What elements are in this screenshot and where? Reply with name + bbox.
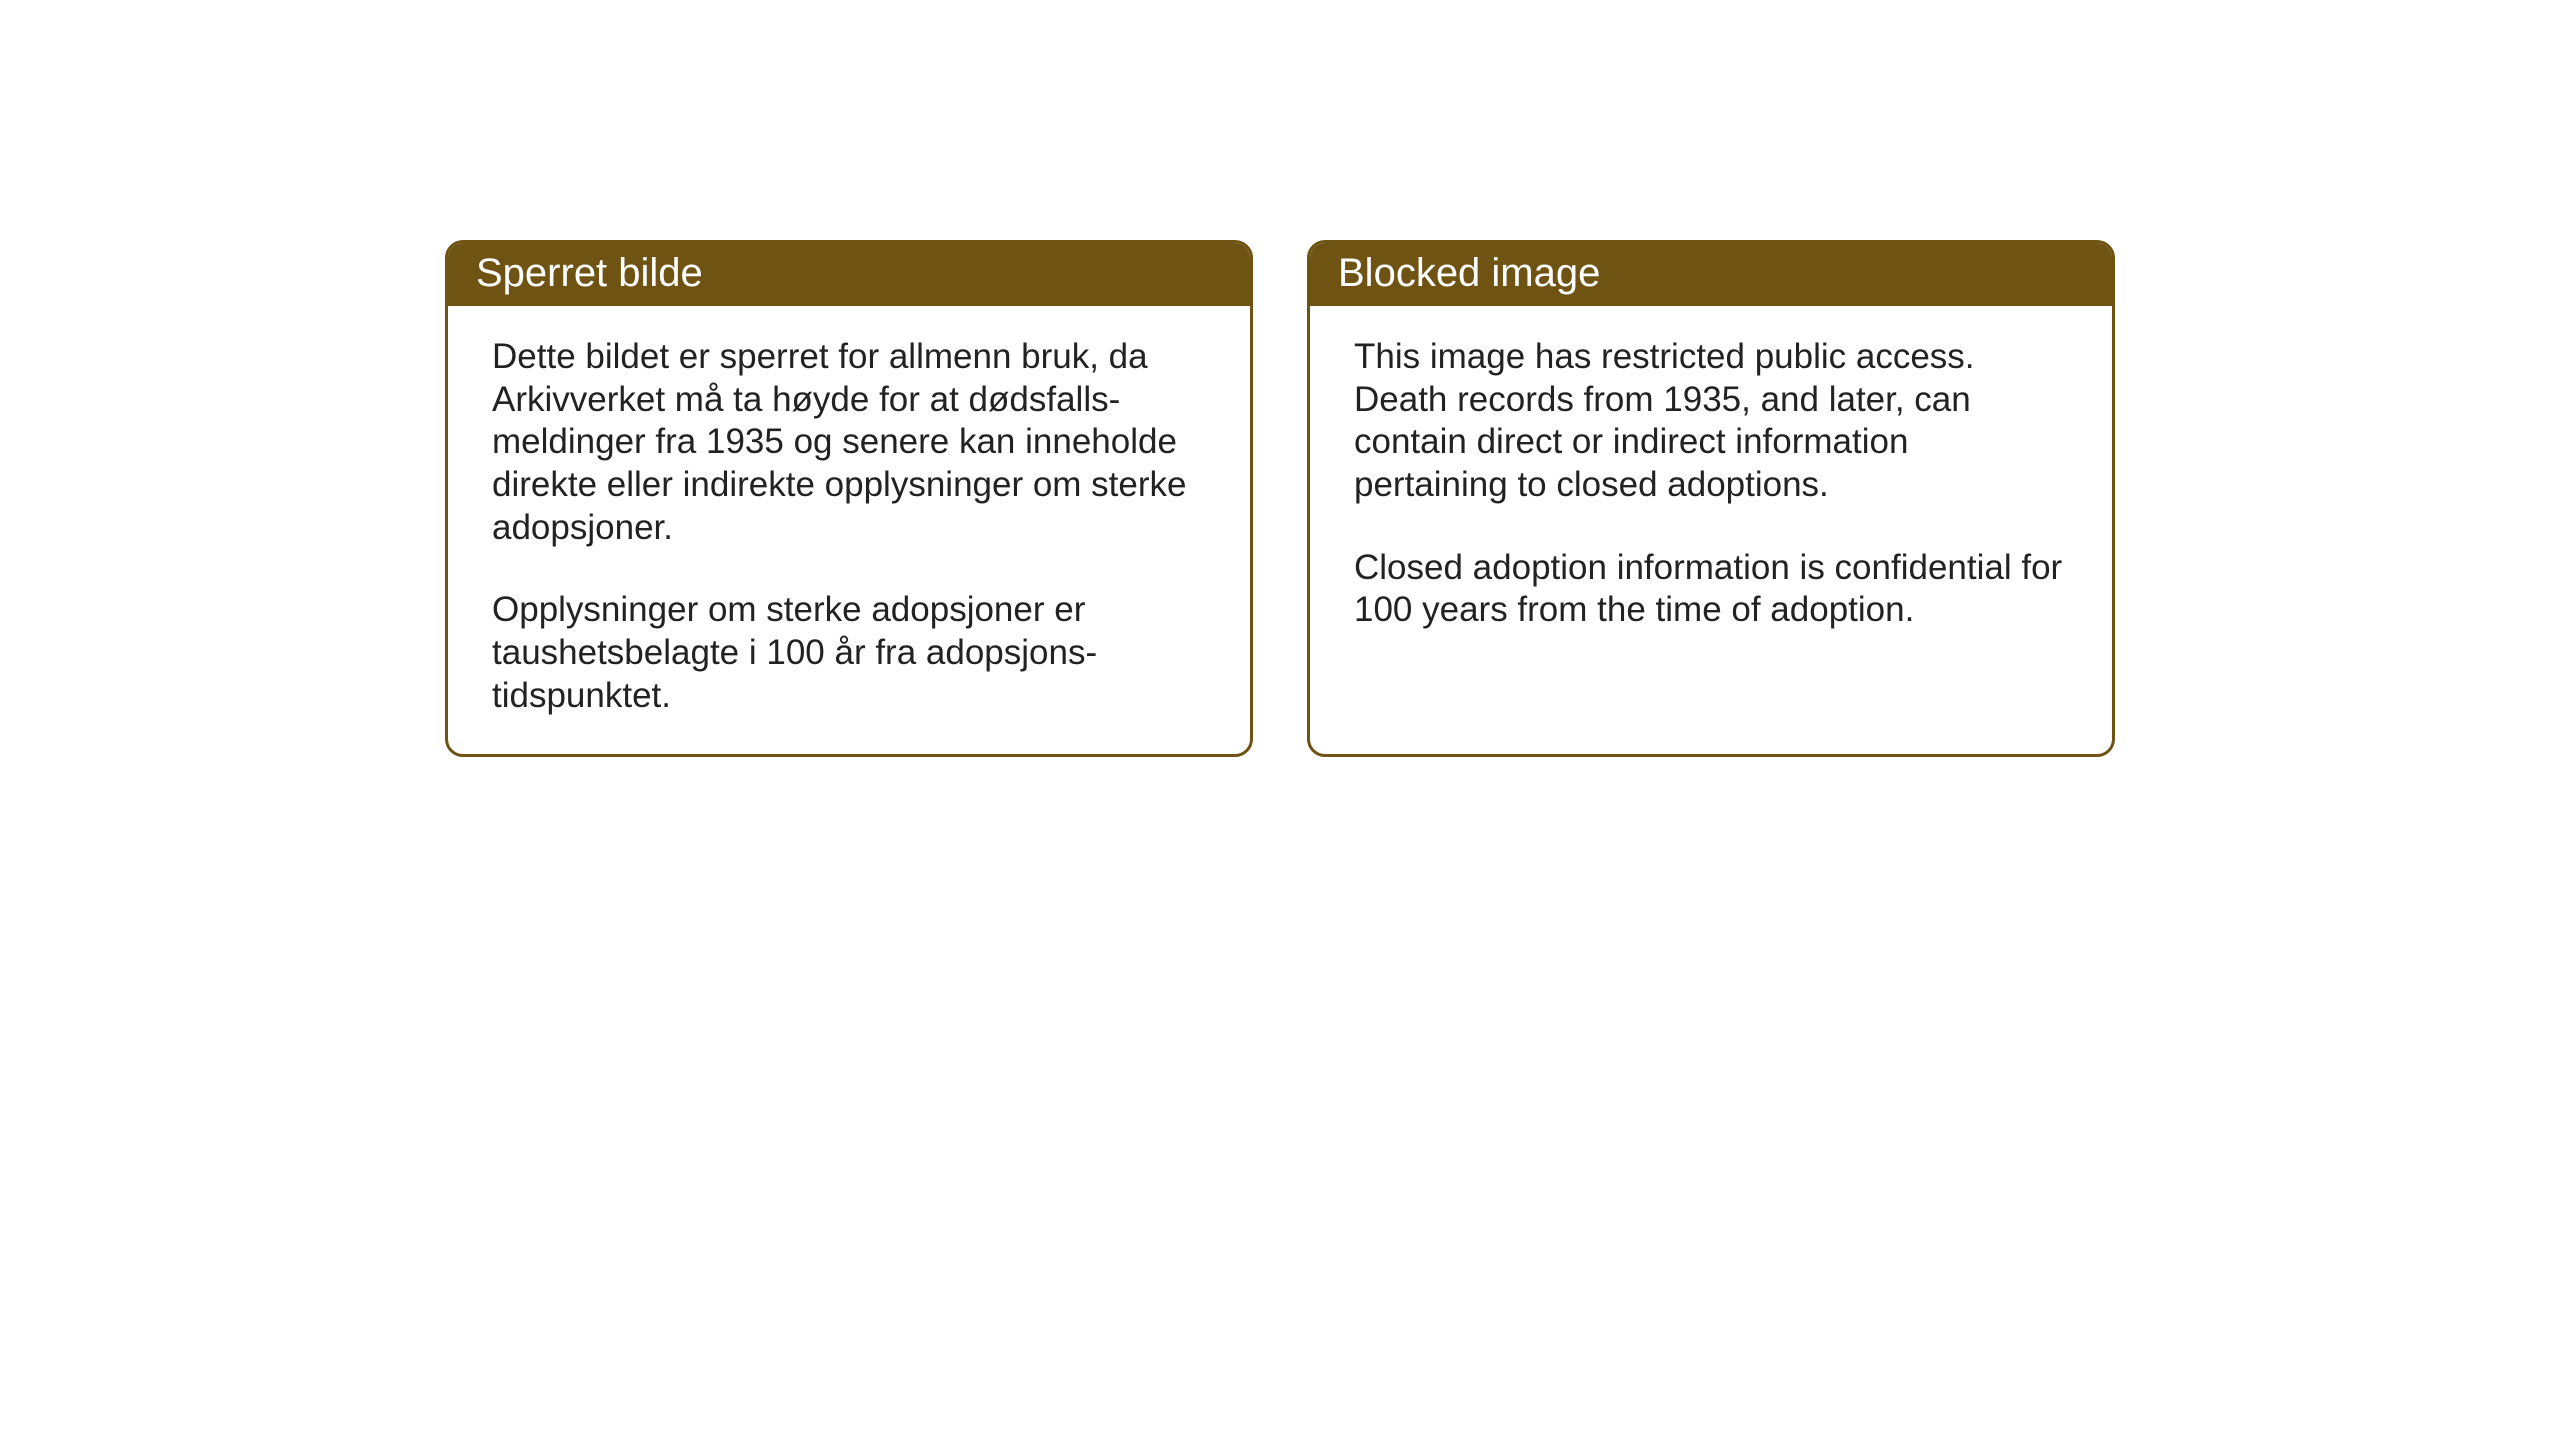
card-title-english: Blocked image bbox=[1338, 251, 1600, 295]
card-norwegian: Sperret bilde Dette bildet er sperret fo… bbox=[445, 240, 1253, 757]
card-paragraph1-norwegian: Dette bildet er sperret for allmenn bruk… bbox=[492, 336, 1206, 549]
card-paragraph2-norwegian: Opplysninger om sterke adopsjoner er tau… bbox=[492, 589, 1206, 717]
card-paragraph1-english: This image has restricted public access.… bbox=[1354, 336, 2068, 507]
card-header-norwegian: Sperret bilde bbox=[448, 243, 1250, 306]
card-header-english: Blocked image bbox=[1310, 243, 2112, 306]
card-body-norwegian: Dette bildet er sperret for allmenn bruk… bbox=[448, 306, 1250, 754]
card-english: Blocked image This image has restricted … bbox=[1307, 240, 2115, 757]
card-body-english: This image has restricted public access.… bbox=[1310, 306, 2112, 668]
card-paragraph2-english: Closed adoption information is confident… bbox=[1354, 547, 2068, 632]
card-title-norwegian: Sperret bilde bbox=[476, 251, 703, 295]
cards-container: Sperret bilde Dette bildet er sperret fo… bbox=[445, 240, 2115, 757]
